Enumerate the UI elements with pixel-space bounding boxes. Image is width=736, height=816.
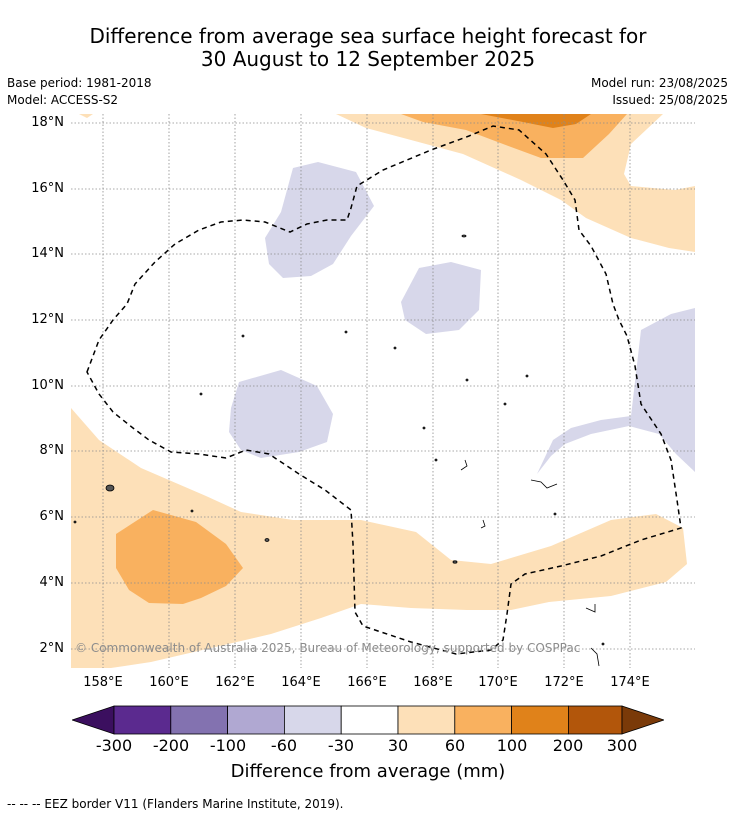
- lat-label-10n: 10°N: [31, 378, 64, 393]
- sea-surface-height-map: [71, 114, 695, 668]
- lat-label-8n: 8°N: [39, 443, 65, 458]
- colorbar-bin: [283, 705, 342, 735]
- copyright-notice: © Commonwealth of Australia 2025, Bureau…: [75, 641, 581, 655]
- lon-label-166e: 166°E: [347, 675, 387, 690]
- lat-label-16n: 16°N: [31, 181, 64, 196]
- colorbar-label: 30: [387, 736, 409, 755]
- lat-label-12n: 12°N: [31, 312, 64, 327]
- anomaly-region-south-light: [71, 408, 687, 668]
- lon-label-172e: 172°E: [544, 675, 584, 690]
- colorbar-bin: [454, 705, 512, 735]
- issued-date: Issued: 25/08/2025: [612, 93, 728, 107]
- chart-title-line2: 30 August to 12 September 2025: [200, 47, 536, 71]
- colorbar-label: 200: [552, 736, 584, 755]
- colorbar-bin: [113, 705, 172, 735]
- colorbar-bin: [340, 705, 399, 735]
- colorbar-label: -30: [327, 736, 355, 755]
- colorbar-bin: [170, 705, 229, 735]
- colorbar-label: -100: [209, 736, 247, 755]
- colorbar-label: 300: [606, 736, 638, 755]
- lon-label-168e: 168°E: [413, 675, 453, 690]
- lat-label-14n: 14°N: [31, 246, 64, 261]
- colorbar-bin: [511, 705, 569, 735]
- lat-label-2n: 2°N: [39, 641, 65, 656]
- lon-label-160e: 160°E: [149, 675, 189, 690]
- anomaly-region-north-strong: [481, 114, 591, 128]
- lon-label-164e: 164°E: [281, 675, 321, 690]
- lat-label-18n: 18°N: [31, 115, 64, 130]
- anomaly-region-negative-1: [265, 162, 374, 278]
- lat-label-4n: 4°N: [39, 575, 65, 590]
- colorbar: [72, 705, 664, 735]
- colorbar-extend-high: [621, 705, 664, 735]
- eez-border-note: -- -- -- EEZ border V11 (Flanders Marine…: [7, 797, 344, 811]
- lon-label-174e: 174°E: [610, 675, 650, 690]
- colorbar-label: -60: [270, 736, 298, 755]
- lon-label-158e: 158°E: [83, 675, 123, 690]
- base-period: Base period: 1981-2018: [7, 76, 152, 90]
- colorbar-label: -200: [152, 736, 190, 755]
- colorbar-bin: [227, 705, 285, 735]
- colorbar-bin: [397, 705, 456, 735]
- model-name: Model: ACCESS-S2: [7, 93, 119, 107]
- eez-border: [86, 125, 682, 655]
- anomaly-region-south-medium: [116, 510, 243, 604]
- map-gridlines: [71, 114, 695, 668]
- lat-label-6n: 6°N: [39, 509, 65, 524]
- islands: [73, 234, 605, 667]
- lon-label-162e: 162°E: [215, 675, 255, 690]
- colorbar-extend-low: [72, 705, 115, 735]
- lon-label-170e: 170°E: [478, 675, 518, 690]
- colorbar-bin: [567, 705, 623, 735]
- colorbar-label: -300: [95, 736, 133, 755]
- anomaly-region-negative-4: [537, 308, 695, 474]
- anomaly-region-negative-3: [229, 370, 333, 458]
- anomaly-region-corner: [79, 114, 93, 118]
- colorbar-label: 100: [496, 736, 528, 755]
- chart-title-line1: Difference from average sea surface heig…: [89, 24, 647, 48]
- anomaly-region-negative-2: [401, 262, 481, 334]
- anomaly-region-north-medium: [401, 114, 627, 158]
- colorbar-title: Difference from average (mm): [230, 761, 506, 782]
- model-run: Model run: 23/08/2025: [590, 76, 728, 90]
- colorbar-label: 60: [444, 736, 466, 755]
- anomaly-region-north-light: [336, 114, 695, 252]
